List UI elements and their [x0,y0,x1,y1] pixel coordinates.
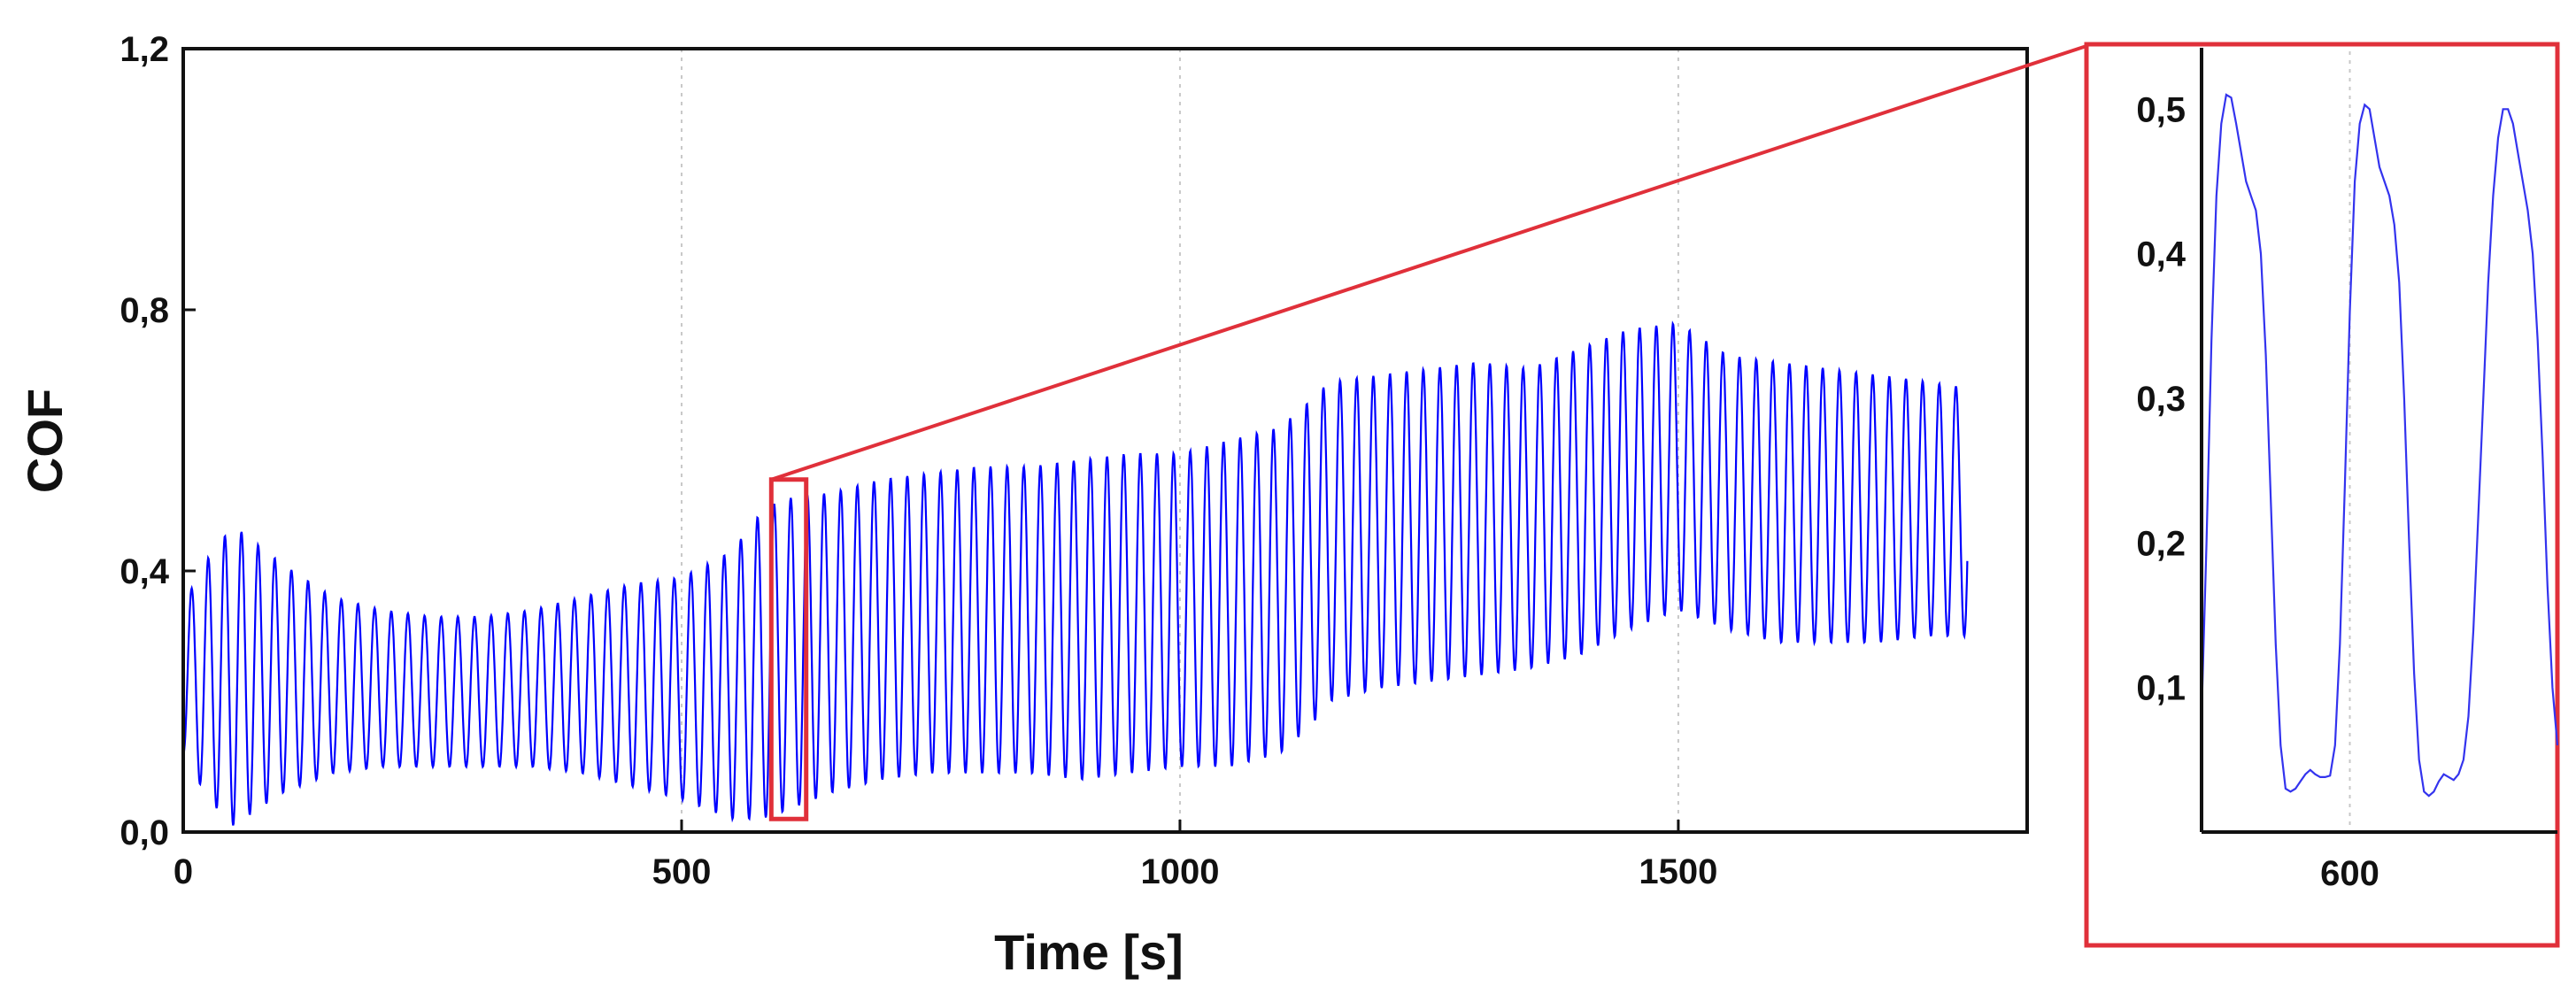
zoom-cof-line [2200,93,2559,798]
main-y-tick-label: 0,8 [120,291,169,330]
main-grid [680,49,1679,832]
main-y-tick-label: 0,4 [120,552,169,591]
cof-series-line [182,320,1969,826]
main-y-tick-label: 1,2 [120,30,169,69]
zoom-y-tick-label: 0,3 [2136,380,2186,419]
main-chart: 0 500 1000 1500 0,0 0,4 0,8 1,2 Time [s] COF [17,30,2029,980]
main-x-tick-label: 0 [174,852,193,891]
main-x-tick-label: 500 [652,852,712,891]
main-y-axis: 0,0 0,4 0,8 1,2 [120,30,196,852]
main-y-axis-label: COF [17,389,73,493]
main-x-axis: 0 500 1000 1500 [174,820,1717,891]
zoom-connector-line [770,44,2087,482]
zoom-y-tick-label: 0,4 [2136,235,2186,274]
zoom-inset: 600 0,1 0,2 0,3 0,4 0,5 [2084,42,2560,948]
main-x-tick-label: 1500 [1639,852,1717,891]
main-x-axis-label: Time [s] [994,924,1184,980]
zoom-y-tick-label: 0,1 [2136,669,2186,708]
zoom-plot-area [2200,48,2559,834]
main-axes-frame [181,47,2029,834]
zoom-inset-frame [2084,42,2560,948]
zoom-x-tick-label: 600 [2320,854,2379,893]
zoom-y-tick-label: 0,2 [2136,524,2186,563]
zoom-y-axis: 0,1 0,2 0,3 0,4 0,5 [2136,90,2186,707]
main-x-tick-label: 1000 [1140,852,1219,891]
main-y-tick-label: 0,0 [120,813,169,852]
zoom-connectors [770,44,2087,482]
zoom-window-marker [768,477,809,821]
main-plot-area [181,47,2029,834]
zoom-x-axis: 600 [2320,854,2379,893]
zoom-y-tick-label: 0,5 [2136,90,2186,129]
